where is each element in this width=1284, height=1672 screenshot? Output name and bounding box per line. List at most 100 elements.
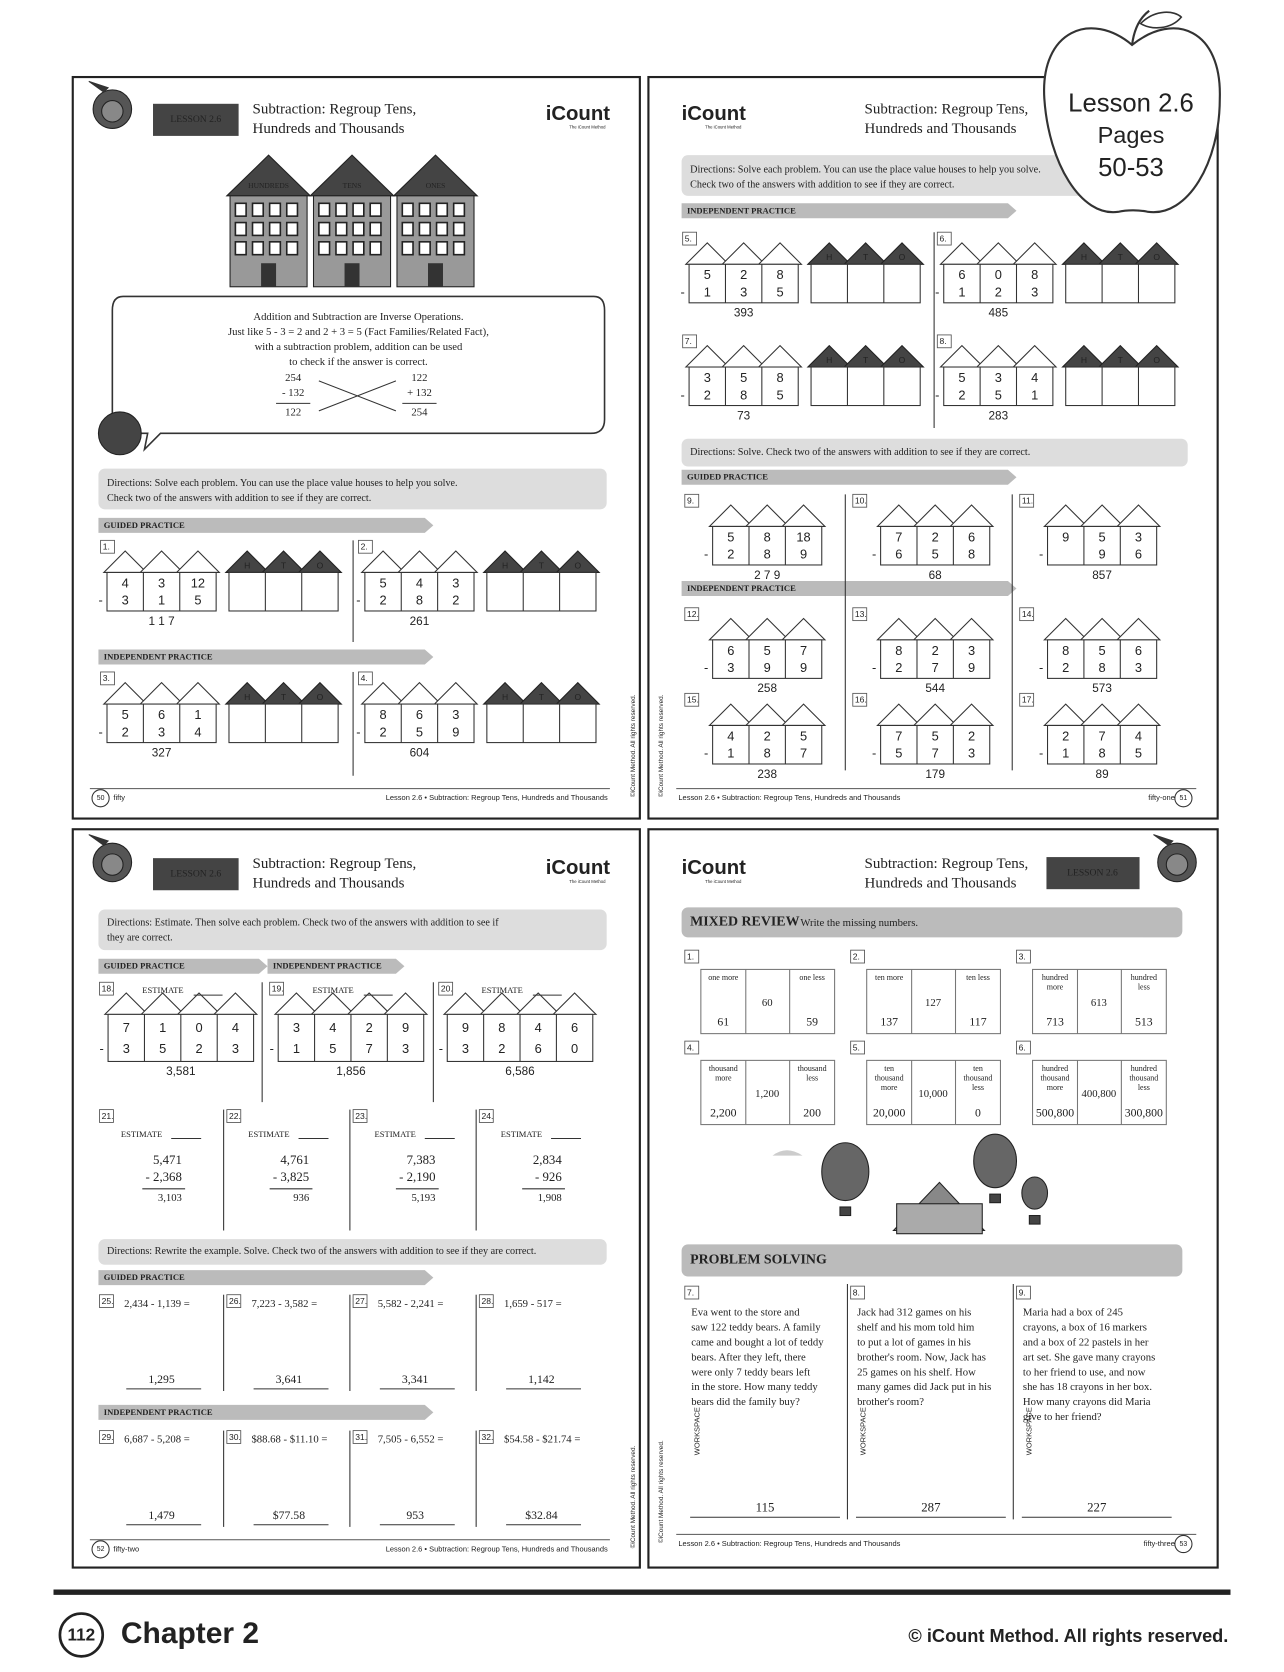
digit: 5 [1099, 529, 1106, 544]
review-label: less [806, 1073, 818, 1082]
hto-label: T [863, 252, 869, 262]
review-answer: 713 [1046, 1016, 1064, 1029]
mascot-hat [88, 834, 110, 847]
digit: 0 [195, 1020, 202, 1035]
number-box [852, 493, 868, 508]
digit: 3 [452, 575, 459, 590]
hto-label: H [826, 252, 832, 262]
number-box [99, 1294, 114, 1308]
number-box [684, 607, 700, 622]
page-word: fifty-one [1148, 793, 1175, 802]
example-number: - 132 [282, 387, 304, 399]
apple-stem [1130, 9, 1150, 46]
digit: 7 [895, 728, 902, 743]
digit: 2 [452, 593, 459, 608]
window [268, 202, 282, 217]
problem-number: 6. [939, 233, 946, 243]
problem-number: 10. [855, 496, 867, 506]
digit: 0 [995, 267, 1002, 282]
digit: 3 [1031, 285, 1038, 300]
brand-tagline: The iCount Method [705, 879, 742, 884]
window [418, 241, 431, 256]
badge-lesson: Lesson 2.6 [1068, 90, 1194, 118]
number-box [936, 231, 952, 246]
window [418, 202, 431, 217]
digit: 6 [571, 1020, 578, 1035]
digit: 6 [968, 529, 975, 544]
review-frame [866, 968, 1001, 1035]
digit: 2 [764, 728, 771, 743]
page-title: Subtraction: Regroup Tens, [865, 102, 1029, 118]
estimate-label: ESTIMATE [142, 985, 183, 995]
review-value: 613 [1091, 997, 1107, 1009]
number-box [936, 334, 952, 349]
answer: 573 [1092, 682, 1112, 695]
digit: 3 [995, 370, 1002, 385]
digit: 9 [452, 724, 459, 739]
vertical-number: 7,383 [407, 1153, 436, 1167]
house-body [943, 366, 1054, 407]
digit: 4 [416, 575, 423, 590]
window [401, 241, 414, 256]
digit: 5 [122, 707, 129, 722]
expression: 2,434 - 1,139 = [124, 1298, 190, 1310]
minus-sign: - [704, 746, 708, 761]
problem-solving-title: PROBLEM SOLVING [690, 1253, 827, 1268]
house-body [688, 366, 799, 407]
copyright: ©iCount Method. All rights reserved. [629, 1445, 637, 1548]
minus-sign: - [98, 724, 102, 739]
digit: 7 [800, 643, 807, 658]
digit: 9 [402, 1020, 409, 1035]
problem-number: 8. [939, 336, 946, 346]
digit: 5 [800, 728, 807, 743]
digit: 8 [1031, 267, 1038, 282]
digit: 5 [194, 593, 201, 608]
window [435, 202, 449, 217]
minus-sign: - [872, 547, 876, 562]
vertical-number: - 2,190 [399, 1170, 435, 1184]
digit: 2 [727, 547, 734, 562]
section-banner [98, 958, 268, 974]
digit: 2 [1062, 660, 1069, 675]
digit: 6 [416, 707, 423, 722]
digit: 3 [122, 593, 129, 608]
window [452, 241, 466, 256]
footer-lesson: Lesson 2.6 • Subtraction: Regroup Tens, … [386, 1544, 608, 1553]
vertical-number: 5,193 [411, 1192, 435, 1204]
story-text: in the store. How many teddy [691, 1381, 818, 1393]
number-box [1016, 1040, 1031, 1055]
window [435, 241, 449, 256]
hto-label: O [899, 355, 906, 365]
review-label: one more [708, 973, 738, 982]
minus-sign: - [872, 746, 876, 761]
balloon [1021, 1176, 1049, 1210]
digit: 18 [796, 529, 810, 544]
story-text: shelf and his mom told him [857, 1321, 975, 1333]
digit: 6 [958, 267, 965, 282]
directions-box [98, 468, 607, 510]
house-body [880, 525, 991, 566]
review-answer: 513 [1135, 1016, 1153, 1029]
problem-number: 4. [687, 1042, 694, 1052]
number-box [99, 981, 114, 996]
problem-number: 3. [1019, 951, 1026, 961]
minus-sign: - [356, 724, 360, 739]
digit: 2 [1062, 728, 1069, 743]
number-box [226, 1294, 242, 1308]
problem-number: 5. [685, 233, 692, 243]
digit: 5 [776, 285, 783, 300]
expression: 7,223 - 3,582 = [251, 1298, 317, 1310]
window [418, 221, 431, 237]
problem-number: 29. [102, 1432, 114, 1442]
answer: 287 [921, 1501, 941, 1515]
brand: iCount [546, 857, 611, 879]
section-banner [681, 469, 1017, 485]
review-label: less [1138, 982, 1150, 991]
digit: 3 [462, 1041, 469, 1056]
minus-sign: - [704, 547, 708, 562]
number-box [269, 981, 284, 996]
story-text: give to her friend? [1023, 1411, 1102, 1423]
digit: 7 [895, 529, 902, 544]
